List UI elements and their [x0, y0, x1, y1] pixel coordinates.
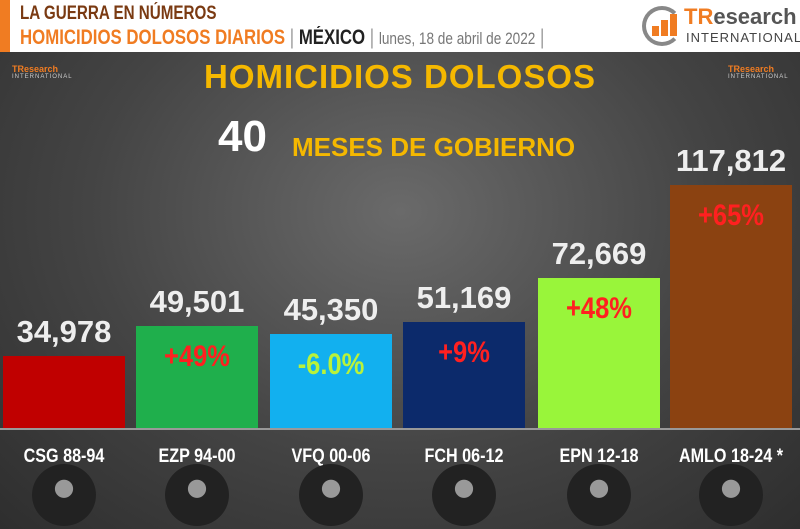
accent-strip — [0, 0, 10, 52]
header-title: LA GUERRA EN NÚMEROS — [20, 3, 217, 24]
bar: +49% — [136, 325, 258, 428]
watermark-logo-right: TResearch INTERNATIONAL — [728, 64, 789, 80]
president-portrait — [165, 464, 229, 526]
category-label: EZP 94-00 — [158, 446, 236, 467]
category-label: FCH 06-12 — [424, 446, 504, 467]
separator: | — [540, 26, 545, 49]
chart-title: HOMICIDIOS DOLOSOS — [203, 58, 597, 95]
subtitle-topic: HOMICIDIOS DOLOSOS DIARIOS — [20, 26, 286, 49]
value-label: 117,812 — [675, 143, 787, 178]
logo-subtext: INTERNATIONAL — [686, 30, 800, 45]
baseline — [0, 428, 800, 430]
value-label: 45,350 — [283, 292, 379, 328]
watermark-logo-left: TResearch INTERNATIONAL — [12, 64, 73, 80]
change-label: +48% — [566, 292, 632, 326]
change-label: +65% — [698, 199, 764, 232]
president-portrait — [299, 464, 363, 526]
separator: | — [369, 26, 375, 49]
change-label: +49% — [164, 339, 230, 373]
months-label: MESES DE GOBIERNO — [292, 132, 576, 162]
date: lunes, 18 de abril de 2022 — [378, 29, 536, 48]
category-label: VFQ 00-06 — [291, 446, 371, 467]
tresearch-logo: TResearch INTERNATIONAL — [642, 4, 800, 48]
category-label: EPN 12-18 — [559, 446, 639, 467]
value-label: 72,669 — [551, 236, 647, 272]
president-portrait — [432, 464, 496, 526]
bar: +9% — [403, 322, 525, 428]
value-label: 49,501 — [149, 283, 245, 319]
header-subtitle: HOMICIDIOS DOLOSOS DIARIOS | MÉXICO | lu… — [20, 26, 544, 50]
president-portrait — [32, 464, 96, 526]
category-label: CSG 88-94 — [23, 446, 105, 467]
bar — [3, 355, 125, 428]
bar: -6.0% — [270, 334, 392, 428]
logo-chart-icon — [642, 6, 682, 46]
logo-text: TResearch — [684, 4, 797, 29]
president-portrait — [699, 464, 763, 526]
value-label: 34,978 — [16, 313, 112, 349]
months-number: 40 — [218, 112, 267, 161]
country: MÉXICO — [298, 26, 366, 49]
separator: | — [289, 26, 295, 49]
value-label: 51,169 — [416, 280, 512, 316]
bar: +65% — [670, 185, 792, 428]
bar: +48% — [538, 278, 660, 428]
change-label: +9% — [438, 336, 490, 370]
president-portrait — [567, 464, 631, 526]
header: LA GUERRA EN NÚMEROS HOMICIDIOS DOLOSOS … — [0, 0, 800, 52]
change-label: -6.0% — [297, 348, 365, 382]
category-label: AMLO 18-24 * — [678, 446, 784, 467]
